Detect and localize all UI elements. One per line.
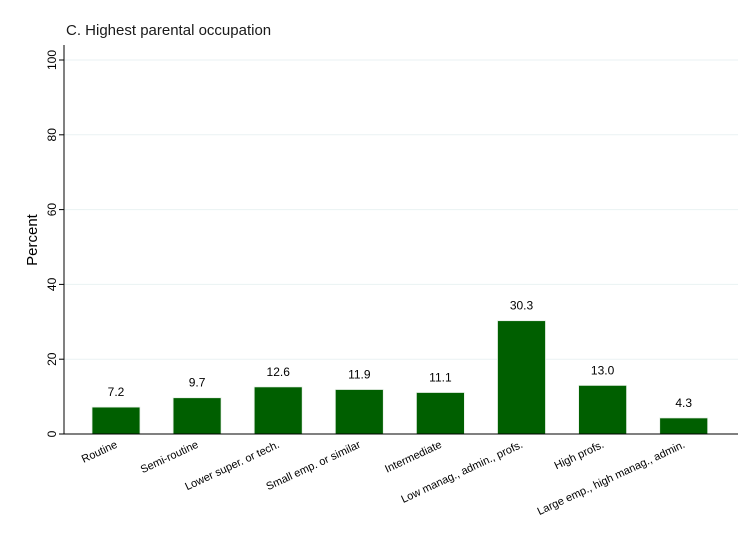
bar — [91, 406, 141, 435]
bar — [253, 386, 303, 435]
bar — [172, 397, 222, 435]
value-label: 9.7 — [189, 376, 206, 390]
value-label: 4.3 — [675, 396, 692, 410]
value-label: 7.2 — [108, 385, 125, 399]
y-tick-label: 40 — [45, 277, 59, 291]
chart-title: C. Highest parental occupation — [66, 22, 271, 39]
y-tick-label: 0 — [45, 430, 59, 437]
x-tick-label: High profs. — [553, 439, 606, 472]
x-tick-label: Semi-routine — [139, 439, 201, 476]
value-label: 30.3 — [510, 299, 534, 313]
bar — [578, 384, 627, 435]
x-tick-label: Intermediate — [383, 439, 443, 476]
value-label: 11.1 — [429, 370, 452, 384]
y-tick-label: 20 — [45, 352, 59, 366]
x-tick-label: Large emp., high manag., admin. — [536, 439, 687, 518]
bar — [659, 417, 709, 435]
y-tick-label: 60 — [45, 203, 59, 217]
value-label: 11.9 — [348, 367, 371, 381]
x-tick-label: Routine — [80, 439, 119, 466]
bar — [497, 320, 546, 435]
bar — [334, 389, 384, 435]
y-tick-label: 100 — [45, 50, 59, 70]
value-label: 12.6 — [267, 365, 291, 379]
bar — [415, 392, 465, 435]
value-label: 13.0 — [591, 363, 615, 377]
y-axis-label: Percent — [24, 213, 41, 266]
y-tick-label: 80 — [45, 128, 59, 142]
